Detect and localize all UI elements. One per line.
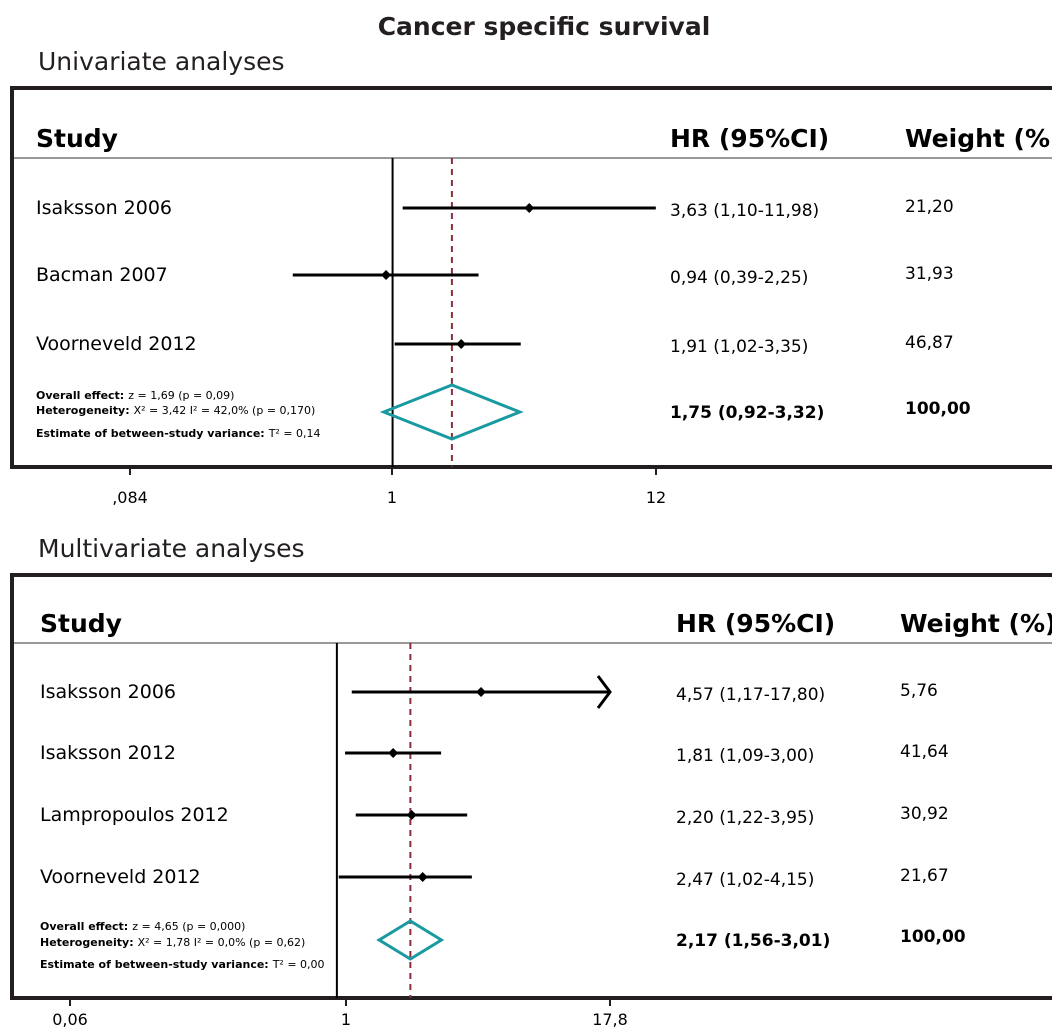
header-study: Study: [36, 124, 118, 153]
overall-effect-stat-value: z = 1,69 (p = 0,09): [128, 389, 234, 402]
overall-diamond: [376, 919, 445, 961]
heterogeneity-stat: Heterogeneity: X² = 1,78 I² = 0,0% (p = 0…: [40, 936, 305, 949]
heterogeneity-stat-value: X² = 1,78 I² = 0,0% (p = 0,62): [138, 936, 306, 949]
axis-tick-label: 0,06: [52, 1010, 88, 1029]
weight-value: 41,64: [900, 742, 949, 762]
point-estimate: [417, 872, 428, 882]
overall-weight-value: 100,00: [900, 927, 966, 947]
overall-weight-value: 100,00: [905, 399, 971, 419]
overall-effect-stat: Overall effect: z = 4,65 (p = 0,000): [40, 920, 245, 933]
point-estimate: [456, 339, 467, 349]
panel-title: Multivariate analyses: [38, 534, 305, 563]
weight-value: 21,67: [900, 866, 949, 886]
weight-value: 5,76: [900, 681, 938, 701]
overall-effect-stat-label: Overall effect:: [40, 920, 128, 933]
weight-value: 46,87: [905, 333, 954, 353]
hr-value: 1,91 (1,02-3,35): [670, 337, 808, 357]
overall-effect-stat-value: z = 4,65 (p = 0,000): [132, 920, 245, 933]
weight-value: 31,93: [905, 264, 954, 284]
header-weight: Weight (%): [900, 609, 1052, 638]
heterogeneity-stat-label: Heterogeneity:: [36, 404, 130, 417]
overall-hr-value: 1,75 (0,92-3,32): [670, 403, 824, 423]
study-name: Isaksson 2012: [40, 742, 176, 764]
hr-value: 3,63 (1,10-11,98): [670, 201, 819, 221]
point-estimate: [406, 810, 417, 820]
axis-tick-label: 12: [646, 488, 666, 507]
between-study-variance-stat-label: Estimate of between-study variance:: [40, 958, 269, 971]
axis-tick-label: 1: [387, 488, 397, 507]
panel-title: Univariate analyses: [38, 47, 285, 76]
hr-value: 2,47 (1,02-4,15): [676, 870, 814, 890]
ci-arrow: [596, 675, 612, 709]
between-study-variance-stat-value: T² = 0,00: [272, 958, 325, 971]
between-study-variance-stat: Estimate of between-study variance: T² = …: [36, 427, 321, 440]
weight-value: 30,92: [900, 804, 949, 824]
point-estimate: [381, 270, 392, 280]
study-name: Isaksson 2006: [40, 681, 176, 703]
header-weight: Weight (%): [905, 124, 1052, 153]
heterogeneity-stat: Heterogeneity: X² = 3,42 I² = 42,0% (p = …: [36, 404, 315, 417]
point-estimate: [524, 203, 535, 213]
header-study: Study: [40, 609, 122, 638]
panel-frame: [10, 573, 1052, 1000]
study-name: Voorneveld 2012: [36, 333, 197, 355]
overall-effect-stat-label: Overall effect:: [36, 389, 124, 402]
between-study-variance-stat-label: Estimate of between-study variance:: [36, 427, 265, 440]
figure-title: Cancer specific survival: [378, 12, 711, 41]
study-name: Bacman 2007: [36, 264, 168, 286]
axis-tick-label: 17,8: [592, 1010, 628, 1029]
axis-tick-label: 1: [341, 1010, 351, 1029]
hr-value: 1,81 (1,09-3,00): [676, 746, 814, 766]
panel-frame: [10, 86, 1052, 469]
overall-effect-stat: Overall effect: z = 1,69 (p = 0,09): [36, 389, 234, 402]
point-estimate: [388, 748, 399, 758]
hr-value: 4,57 (1,17-17,80): [676, 685, 825, 705]
weight-value: 21,20: [905, 197, 954, 217]
study-name: Lampropoulos 2012: [40, 804, 229, 826]
hr-value: 2,20 (1,22-3,95): [676, 808, 814, 828]
between-study-variance-stat: Estimate of between-study variance: T² = …: [40, 958, 325, 971]
study-name: Voorneveld 2012: [40, 866, 201, 888]
overall-diamond: [379, 383, 524, 441]
between-study-variance-stat-value: T² = 0,14: [268, 427, 321, 440]
heterogeneity-stat-value: X² = 3,42 I² = 42,0% (p = 0,170): [134, 404, 316, 417]
point-estimate: [476, 687, 487, 697]
heterogeneity-stat-label: Heterogeneity:: [40, 936, 134, 949]
overall-hr-value: 2,17 (1,56-3,01): [676, 931, 830, 951]
study-name: Isaksson 2006: [36, 197, 172, 219]
header-hr: HR (95%CI): [676, 609, 835, 638]
axis-tick-label: ,084: [112, 488, 148, 507]
header-hr: HR (95%CI): [670, 124, 829, 153]
hr-value: 0,94 (0,39-2,25): [670, 268, 808, 288]
